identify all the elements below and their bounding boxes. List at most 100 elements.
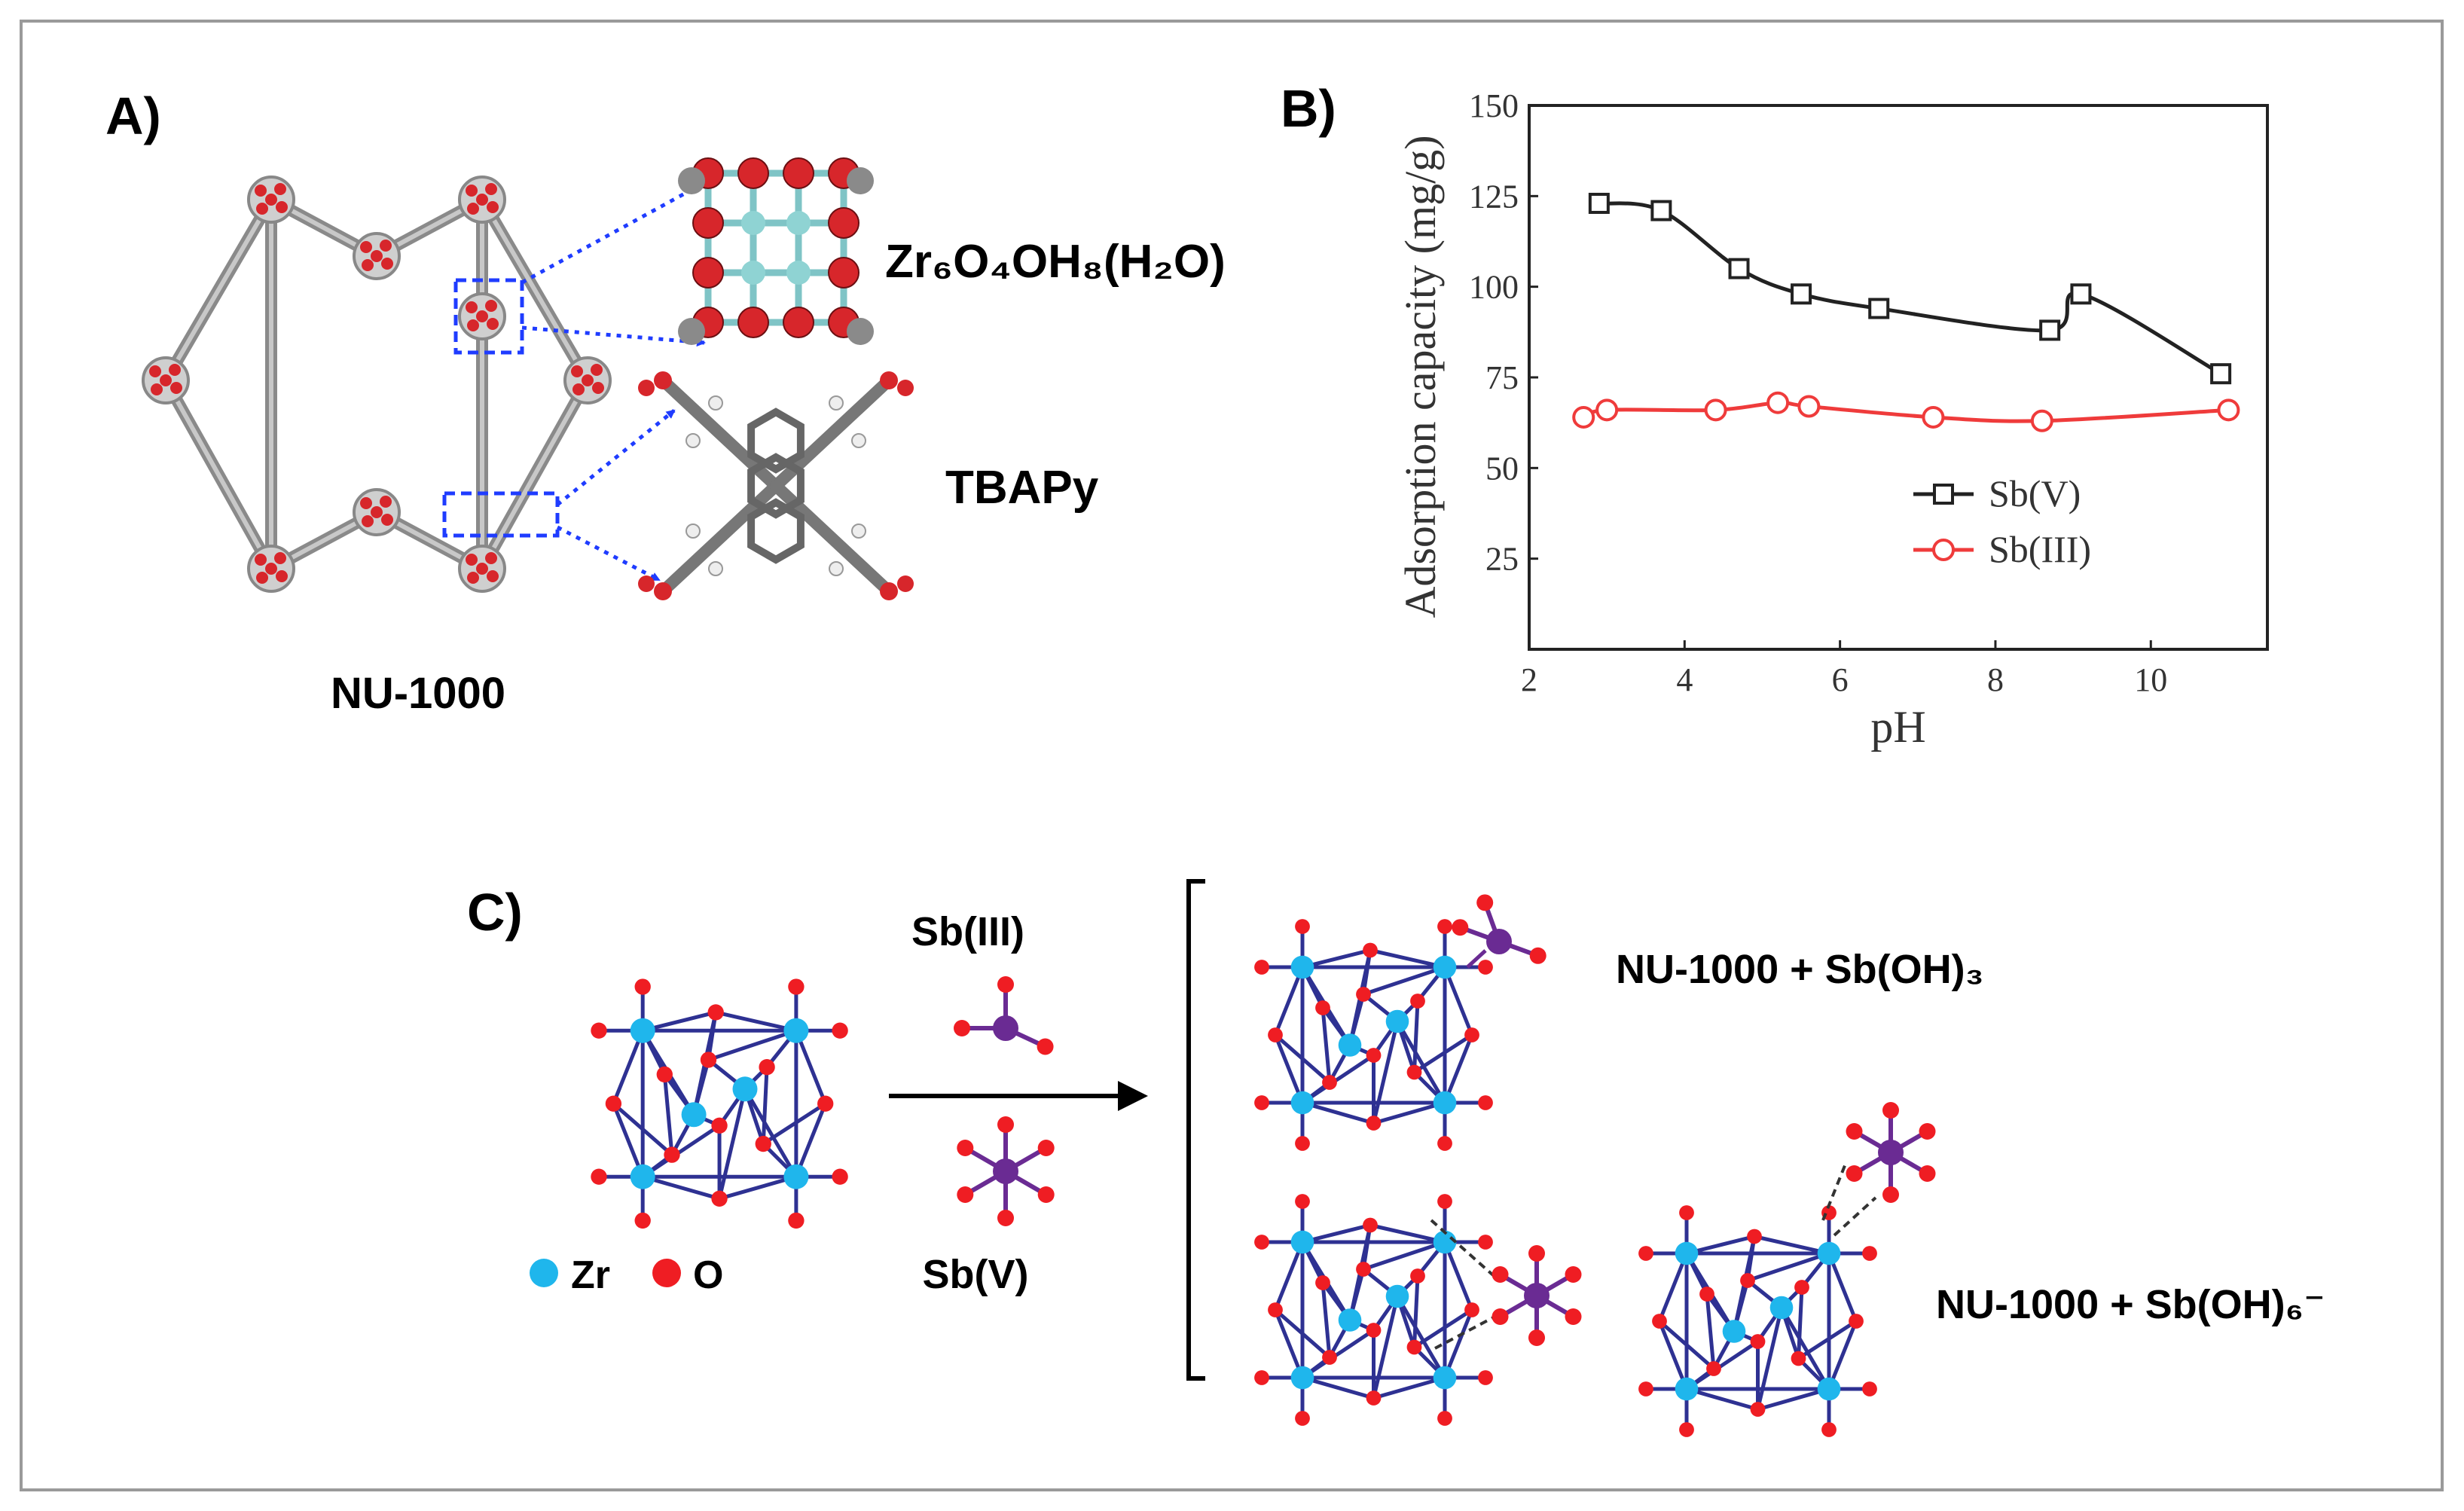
legend-marker-sbiii xyxy=(1932,539,1955,561)
cluster-bond xyxy=(1302,1223,1371,1244)
cluster-bond xyxy=(1273,1241,1305,1311)
oxygen-atom xyxy=(817,1095,834,1112)
panel-b: B) 2 4 6 8 10 25 50 75 100 125 150 pH Adsorption c… xyxy=(1281,79,2269,752)
framework-oxygen xyxy=(265,194,277,206)
cluster-bond xyxy=(612,1102,673,1156)
data-point-sbiii xyxy=(1704,398,1727,422)
oxygen-atom xyxy=(788,978,805,995)
zirconium-atom xyxy=(1769,1296,1794,1320)
framework-oxygen xyxy=(360,241,372,253)
antimony-atom xyxy=(1524,1283,1550,1308)
node-zr-atom xyxy=(786,261,811,285)
node-cap-atom xyxy=(678,167,705,194)
cluster-bond xyxy=(1686,1235,1755,1256)
cluster-bond xyxy=(1443,966,1474,1036)
node-zoom-box xyxy=(453,278,524,355)
zirconium-atom xyxy=(1817,1377,1841,1401)
oxygen-atom xyxy=(1464,1027,1479,1042)
product-2-label: NU-1000 + Sb(OH)₆⁻ xyxy=(1936,1282,2325,1327)
products-bracket xyxy=(1186,879,1205,1381)
framework-oxygen xyxy=(265,563,277,575)
oxygen-atom xyxy=(664,1146,680,1163)
zirconium-atom xyxy=(1385,1284,1409,1308)
zirconium-atom xyxy=(1338,1033,1362,1057)
oxygen-atom xyxy=(1322,1075,1337,1090)
framework-linker-highlight xyxy=(480,198,590,382)
framework-oxygen xyxy=(380,240,392,252)
x-tick-label: 6 xyxy=(1832,661,1849,698)
cluster-bond xyxy=(1372,1296,1400,1399)
cluster-bond xyxy=(1757,1387,1830,1412)
linker-h-atom xyxy=(851,524,866,539)
framework-oxygen xyxy=(572,383,585,395)
framework-oxygen xyxy=(591,364,603,376)
y-tick-label: 150 xyxy=(1469,87,1519,124)
antimony-atom xyxy=(993,1158,1018,1184)
chart-legend: Sb(V) Sb(III) xyxy=(1913,472,2091,570)
oxygen-atom xyxy=(1706,1361,1721,1376)
zirconium-atom xyxy=(732,1076,758,1102)
zirconium-atom xyxy=(1385,1009,1409,1033)
sb-iii-label: Sb(III) xyxy=(911,909,1024,954)
cluster-bond xyxy=(1413,1033,1473,1074)
oxygen-atom xyxy=(1529,947,1546,964)
zirconium-atom xyxy=(1675,1377,1699,1401)
oxygen-atom xyxy=(1478,1235,1493,1250)
oxygen-atom xyxy=(1750,1402,1766,1417)
framework-oxygen xyxy=(151,383,163,395)
cluster-bond xyxy=(1369,1223,1446,1244)
oxygen-atom xyxy=(1492,1266,1509,1283)
cluster-bond xyxy=(1369,948,1446,969)
framework-linker-highlight xyxy=(163,198,273,382)
framework-oxygen xyxy=(485,300,497,312)
linker-carboxyl-o xyxy=(897,380,914,396)
oxygen-atom xyxy=(1846,1123,1863,1140)
oxygen-atom xyxy=(1322,1350,1337,1365)
y-tick-label: 75 xyxy=(1485,359,1519,396)
node-o-atom xyxy=(692,257,724,288)
oxygen-atom xyxy=(1821,1422,1837,1437)
oxygen-atom xyxy=(1862,1246,1877,1261)
oxygen-atom xyxy=(1254,1095,1269,1110)
oxygen-atom xyxy=(759,1059,775,1076)
node-o-atom xyxy=(783,157,814,189)
cluster-bond xyxy=(1372,1375,1446,1400)
oxygen-atom xyxy=(1478,1095,1493,1110)
tbapy-linker-model xyxy=(638,371,914,600)
oxygen-atom xyxy=(1699,1287,1714,1302)
oxygen-atom xyxy=(997,1210,1014,1226)
linker-carboxyl-o xyxy=(638,380,655,396)
cluster-bond xyxy=(1797,1287,1804,1359)
oxygen-atom xyxy=(1791,1351,1806,1366)
linker-carboxyl-o xyxy=(880,371,898,389)
legend-marker-sbv xyxy=(1933,484,1954,505)
oxygen-atom xyxy=(1528,1329,1545,1346)
linker-carboxyl-o xyxy=(880,582,898,600)
cluster-bond xyxy=(1686,1387,1759,1412)
oxygen-atom xyxy=(634,978,651,995)
oxygen-atom xyxy=(1882,1186,1899,1203)
framework-oxygen xyxy=(256,572,268,584)
framework-oxygen xyxy=(467,319,479,331)
cluster-bond xyxy=(1273,1309,1305,1378)
cluster-bond xyxy=(1412,1275,1420,1348)
linker-carboxyl-o xyxy=(638,575,655,592)
oxygen-atom xyxy=(1452,919,1469,936)
node-o-atom xyxy=(828,207,859,239)
framework-oxygen xyxy=(169,364,181,376)
oxygen-atom xyxy=(1363,942,1378,958)
data-point-sbiii xyxy=(1595,398,1619,422)
framework-oxygen xyxy=(276,570,288,582)
framework-oxygen xyxy=(485,552,497,564)
oxygen-atom xyxy=(1492,1308,1509,1325)
cluster-bond xyxy=(1274,1308,1331,1359)
framework-oxygen xyxy=(466,301,478,313)
cluster-bond xyxy=(761,1067,769,1144)
figure-border xyxy=(20,20,2444,1491)
oxygen-atom xyxy=(1406,1064,1422,1080)
oxygen-atom xyxy=(1464,1302,1479,1317)
node-o-atom xyxy=(737,307,769,338)
zr-legend-dot xyxy=(530,1259,558,1287)
cluster-bond xyxy=(1827,1320,1858,1390)
